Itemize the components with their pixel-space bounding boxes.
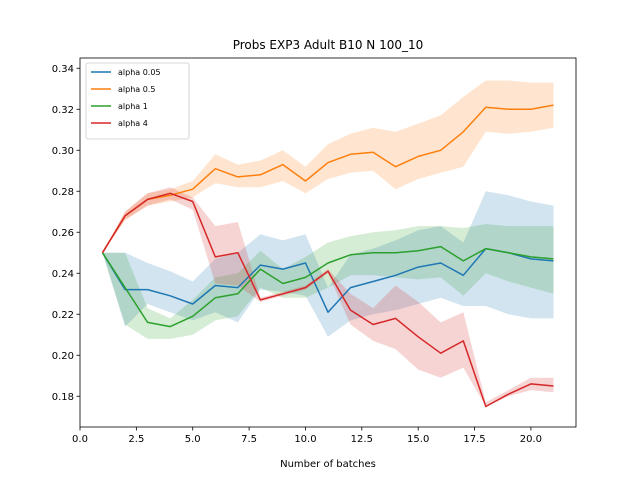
series-band-0 bbox=[102, 191, 554, 337]
series-line-3 bbox=[101, 192, 554, 408]
x-tick-label: 5.0 bbox=[185, 434, 201, 445]
legend-label-3: alpha 4 bbox=[118, 119, 148, 128]
y-tick-label: 0.22 bbox=[52, 310, 74, 321]
y-tick-label: 0.24 bbox=[52, 269, 74, 280]
series-line-2 bbox=[101, 245, 554, 328]
x-tick-label: 0.0 bbox=[72, 434, 88, 445]
legend-label-0: alpha 0.05 bbox=[118, 68, 161, 77]
legend-label-2: alpha 1 bbox=[118, 102, 148, 111]
chart-title: Probs EXP3 Adult B10 N 100_10 bbox=[233, 38, 424, 52]
x-tick-label: 2.5 bbox=[128, 434, 144, 445]
confidence-bands bbox=[102, 80, 554, 407]
series-line-0 bbox=[101, 247, 554, 313]
y-tick-label: 0.18 bbox=[52, 392, 74, 403]
series-line-1 bbox=[101, 104, 554, 254]
legend-label-1: alpha 0.5 bbox=[118, 85, 155, 94]
x-tick-label: 7.5 bbox=[241, 434, 257, 445]
series-band-2 bbox=[102, 224, 554, 339]
y-axis: 0.18 0.20 0.22 0.24 0.26 0.28 0.30 0.32 0.34 bbox=[52, 64, 80, 403]
series-band-3 bbox=[102, 187, 554, 407]
x-axis: 0.0 2.5 5.0 7.5 10.0 12.5 15.0 17.5 20.0 bbox=[72, 427, 542, 445]
x-tick-label: 17.5 bbox=[463, 434, 485, 445]
plot-frame bbox=[79, 57, 577, 428]
legend: alpha 0.05 alpha 0.5 alpha 1 alpha 4 bbox=[85, 62, 190, 140]
x-tick-label: 10.0 bbox=[294, 434, 316, 445]
y-tick-label: 0.34 bbox=[52, 64, 74, 75]
x-axis-label: Number of batches bbox=[280, 459, 376, 470]
y-tick-label: 0.20 bbox=[52, 351, 74, 362]
y-tick-label: 0.28 bbox=[52, 187, 74, 198]
x-tick-label: 15.0 bbox=[407, 434, 429, 445]
y-tick-label: 0.26 bbox=[52, 228, 74, 239]
x-tick-label: 12.5 bbox=[351, 434, 373, 445]
legend-box bbox=[85, 62, 190, 140]
series-lines bbox=[101, 104, 554, 408]
y-tick-label: 0.32 bbox=[52, 105, 74, 116]
x-tick-label: 20.0 bbox=[520, 434, 542, 445]
y-tick-label: 0.30 bbox=[52, 146, 74, 157]
series-band-1 bbox=[102, 80, 554, 253]
